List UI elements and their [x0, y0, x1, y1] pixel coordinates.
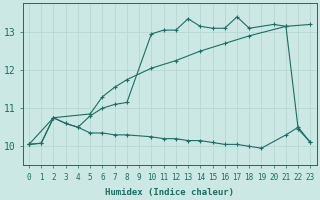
X-axis label: Humidex (Indice chaleur): Humidex (Indice chaleur): [105, 188, 234, 197]
